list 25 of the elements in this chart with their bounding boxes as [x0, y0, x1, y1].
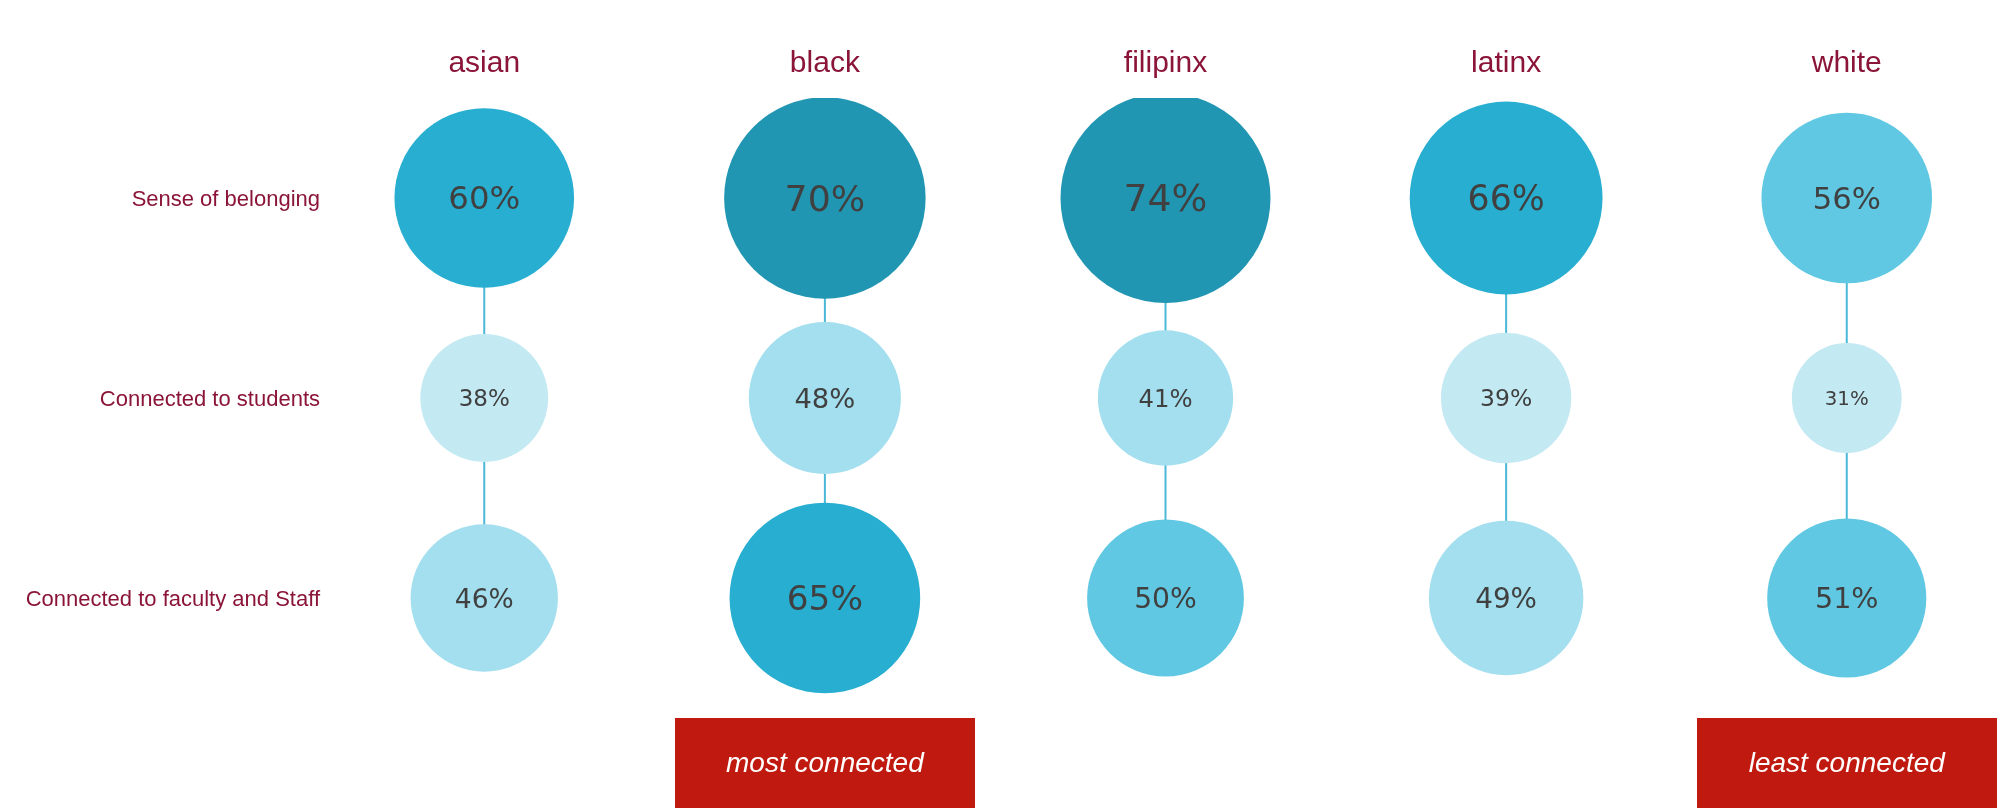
category-label: Connected to students	[99, 385, 320, 411]
category-label: filipinx	[1123, 45, 1208, 78]
data-label: 74%	[1123, 176, 1208, 220]
category-label: black	[789, 45, 861, 78]
category-label: Sense of belonging	[131, 185, 320, 211]
category-label: Connected to faculty and Staff	[25, 585, 320, 611]
category-label: white	[1810, 45, 1882, 78]
data-label: 39%	[1480, 384, 1533, 412]
data-label: 41%	[1138, 383, 1193, 413]
data-label: 70%	[784, 176, 866, 220]
data-label: 38%	[458, 385, 510, 411]
text: least connected	[1696, 718, 1997, 808]
data-label: 65%	[786, 578, 863, 618]
data-label: 66%	[1467, 178, 1545, 218]
data-label: 56%	[1812, 180, 1881, 216]
data-label: 49%	[1475, 581, 1538, 615]
data-label: 50%	[1134, 581, 1197, 615]
data-label: 48%	[794, 382, 856, 414]
category-label: latinx	[1471, 45, 1542, 78]
category-label: asian	[448, 45, 521, 78]
data-label: 31%	[1824, 386, 1869, 410]
data-label: 60%	[448, 179, 521, 217]
data-label: 51%	[1814, 581, 1879, 615]
data-label: 46%	[454, 582, 514, 614]
text: most connected	[674, 718, 975, 808]
